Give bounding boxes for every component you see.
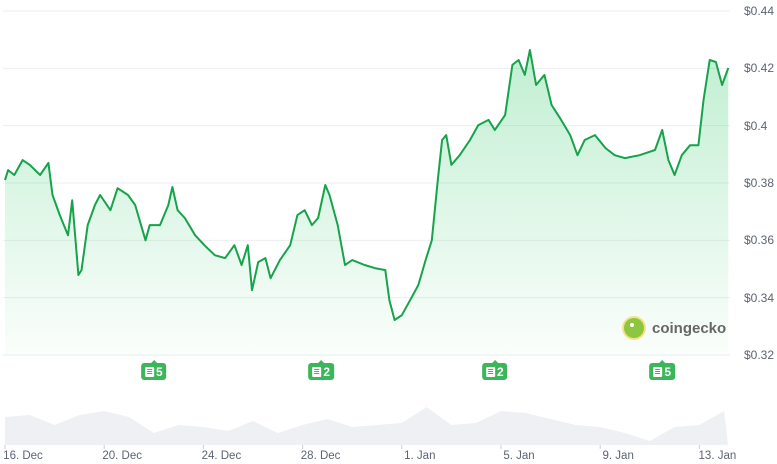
news-badge[interactable]: 5 xyxy=(140,360,167,380)
news-icon xyxy=(485,366,495,377)
x-tick-label: 20. Dec xyxy=(102,450,143,462)
news-badge[interactable]: 2 xyxy=(308,360,335,380)
x-tick-label: 9. Jan xyxy=(602,450,634,462)
x-tick-label: 28. Dec xyxy=(300,450,341,462)
price-line xyxy=(4,49,730,321)
news-badge[interactable]: 5 xyxy=(649,360,676,380)
y-tick-label: $0.4 xyxy=(744,118,768,133)
news-count: 5 xyxy=(155,364,163,379)
y-tick-label: $0.32 xyxy=(744,348,775,362)
news-count: 2 xyxy=(323,364,331,379)
volume-area xyxy=(5,407,728,445)
x-tick-label: 16. Dec xyxy=(3,450,43,462)
news-count: 5 xyxy=(664,364,672,379)
x-tick-label: 24. Dec xyxy=(201,450,242,462)
news-badge[interactable]: 2 xyxy=(481,360,508,380)
gecko-logo-icon xyxy=(624,318,644,338)
x-tick-label: 1. Jan xyxy=(404,450,436,462)
x-tick-label: 5. Jan xyxy=(503,450,535,462)
news-icon xyxy=(653,366,663,377)
news-count: 2 xyxy=(496,364,504,379)
news-icon xyxy=(312,366,322,377)
price-area-fill xyxy=(5,50,729,355)
y-tick-label: $0.42 xyxy=(744,61,775,76)
y-tick-label: $0.34 xyxy=(744,290,775,305)
news-icon xyxy=(144,366,154,377)
x-tick-label: 13. Jan xyxy=(698,450,737,462)
watermark-text: coingecko xyxy=(652,319,727,337)
y-tick-label: $0.44 xyxy=(744,4,775,18)
y-tick-label: $0.36 xyxy=(744,233,775,248)
coingecko-watermark: coingecko xyxy=(624,318,726,338)
y-tick-label: $0.38 xyxy=(744,176,775,190)
